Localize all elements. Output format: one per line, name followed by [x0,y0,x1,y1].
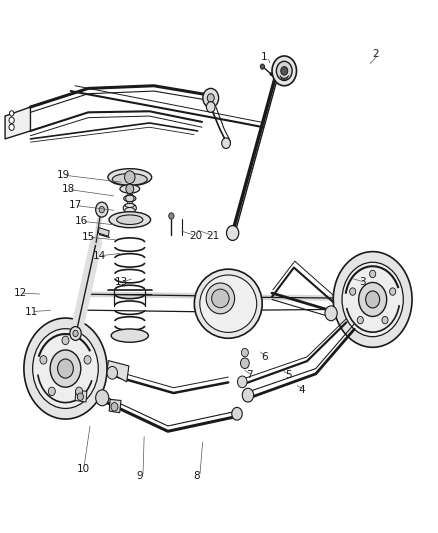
Circle shape [9,117,14,124]
Circle shape [107,367,117,379]
Circle shape [9,124,14,131]
Circle shape [168,213,173,219]
Ellipse shape [108,168,151,185]
Polygon shape [107,361,129,382]
Circle shape [24,318,107,419]
Text: 12: 12 [14,288,27,298]
Ellipse shape [206,283,234,314]
Circle shape [75,387,82,395]
Text: 6: 6 [261,352,267,362]
Circle shape [349,288,355,295]
Circle shape [242,388,253,402]
Ellipse shape [117,215,143,224]
Text: 9: 9 [136,472,143,481]
Ellipse shape [120,184,139,193]
Circle shape [84,356,91,364]
Circle shape [280,67,287,75]
Circle shape [276,61,291,80]
Text: 10: 10 [77,464,90,473]
Ellipse shape [111,329,148,342]
Polygon shape [109,399,121,413]
Ellipse shape [124,195,136,201]
Circle shape [70,327,81,341]
Circle shape [324,306,336,321]
Circle shape [111,402,118,411]
Text: 3: 3 [359,278,365,287]
Circle shape [62,336,69,345]
Ellipse shape [123,203,136,213]
Text: 14: 14 [92,251,106,261]
Circle shape [358,282,386,317]
Circle shape [226,225,238,240]
Circle shape [221,138,230,149]
Circle shape [202,88,218,108]
Circle shape [48,387,55,395]
Text: 13: 13 [114,278,127,287]
Circle shape [260,64,264,69]
Text: 20: 20 [188,231,201,241]
Circle shape [206,102,215,112]
Circle shape [77,393,83,400]
Text: 2: 2 [372,49,378,59]
Ellipse shape [109,212,150,228]
Circle shape [73,330,78,337]
Circle shape [365,291,379,308]
Circle shape [57,359,73,378]
Circle shape [369,270,375,278]
Circle shape [341,262,403,337]
Ellipse shape [112,173,147,185]
Circle shape [126,184,134,193]
Text: 8: 8 [193,472,199,481]
Circle shape [99,206,104,213]
Circle shape [237,376,247,387]
Polygon shape [75,390,87,402]
Text: 4: 4 [297,385,304,395]
Circle shape [389,288,395,295]
Circle shape [124,171,135,183]
Ellipse shape [194,269,261,338]
Text: 1: 1 [261,52,267,61]
Polygon shape [5,107,30,139]
Circle shape [95,202,108,217]
Circle shape [32,329,98,408]
Polygon shape [98,228,109,236]
Circle shape [40,356,47,364]
Text: 19: 19 [57,170,70,180]
Text: 7: 7 [245,370,252,381]
Circle shape [272,56,296,86]
Circle shape [231,407,242,420]
Text: 15: 15 [81,232,95,243]
Text: 17: 17 [68,200,81,211]
Circle shape [241,349,248,357]
Text: 18: 18 [62,184,75,195]
Circle shape [10,111,14,116]
Circle shape [207,94,214,102]
Text: 16: 16 [75,216,88,227]
Text: 5: 5 [285,370,291,381]
Circle shape [50,350,81,387]
Circle shape [95,390,109,406]
Circle shape [381,317,387,324]
Circle shape [240,358,249,368]
Text: 21: 21 [206,231,219,241]
Circle shape [357,317,363,324]
Circle shape [332,252,411,348]
Text: 11: 11 [25,306,38,317]
Ellipse shape [211,289,229,308]
Ellipse shape [199,275,256,333]
